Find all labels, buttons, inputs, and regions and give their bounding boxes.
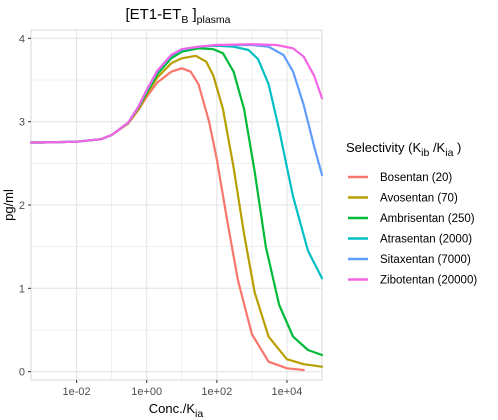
grid-minor <box>31 30 322 380</box>
y-tick-label: 3 <box>19 117 25 129</box>
legend-label: Zibotentan (20000) <box>380 275 477 287</box>
legend-label: Atrasentan (2000) <box>380 234 472 246</box>
chart-title-main: [ET1-ET <box>125 6 181 23</box>
legend-label: Sitaxentan (7000) <box>380 254 471 266</box>
x-tick-label: 1e+00 <box>131 386 162 398</box>
y-tick-label: 4 <box>19 33 25 45</box>
legend-label: Avosentan (70) <box>380 193 458 205</box>
legend-title-suffix: ) <box>453 140 461 155</box>
legend-title: Selectivity (Kib /Kia ) <box>346 140 461 159</box>
legend-label: Ambrisentan (250) <box>380 213 475 225</box>
chart-title-sub1: B <box>181 14 188 26</box>
legend-title-mid: /K <box>429 140 445 155</box>
chart-title-mid: ] <box>188 6 196 23</box>
x-axis-title-sub: ia <box>195 408 203 420</box>
series-line-6 <box>29 43 324 144</box>
legend-title-sub1: ib <box>421 147 429 159</box>
chart-title: [ET1-ETB ]plasma <box>125 6 230 26</box>
legend: Selectivity (Kib /Kia ) Bosentan (20) Avo… <box>346 140 477 287</box>
x-tick-label: 1e+04 <box>271 386 302 398</box>
x-tick-label: 1e-02 <box>63 386 91 398</box>
y-tick-label: 0 <box>19 367 25 379</box>
legend-label: Bosentan (20) <box>380 172 452 184</box>
chart-title-sub2: plasma <box>197 14 231 26</box>
x-axis: 1e-02 1e+00 1e+02 1e+04 <box>63 380 302 398</box>
series-lines <box>29 43 324 372</box>
y-axis: 0 1 2 3 4 <box>19 33 31 379</box>
x-axis-title-main: Conc./K <box>149 401 196 416</box>
y-axis-title: pg/ml <box>1 189 16 221</box>
y-tick-label: 2 <box>19 200 25 212</box>
legend-items: Bosentan (20) Avosentan (70) Ambrisentan (… <box>348 172 477 287</box>
legend-title-prefix: Selectivity (K <box>346 140 421 155</box>
legend-title-sub2: ia <box>445 147 453 159</box>
y-tick-label: 1 <box>19 283 25 295</box>
x-tick-label: 1e+02 <box>201 386 232 398</box>
x-axis-title: Conc./Kia <box>149 401 204 420</box>
